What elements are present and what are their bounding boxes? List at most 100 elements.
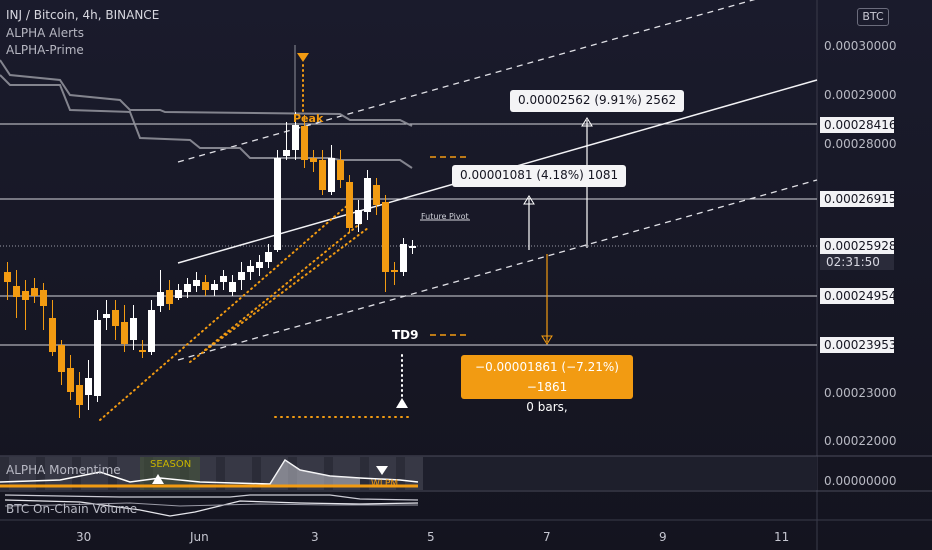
- price-label: 0.00028000: [824, 137, 897, 151]
- price-label: 0.00000000: [824, 474, 897, 488]
- currency-badge[interactable]: BTC: [857, 8, 889, 26]
- momentum-bar: [36, 457, 45, 490]
- momentum-bar: [396, 457, 405, 490]
- momentum-bar: [117, 457, 126, 490]
- momentum-down-marker-icon: [376, 466, 388, 475]
- candlestick-series[interactable]: [4, 112, 416, 418]
- measure-arrow-mid-head: [523, 195, 535, 205]
- price-label: 0.00029000: [824, 88, 897, 102]
- volume-pane-label[interactable]: BTC On-Chain Volume: [6, 502, 138, 516]
- momentum-pane-label[interactable]: ALPHA Momentime: [6, 463, 121, 477]
- volume-line-1: [4, 494, 419, 501]
- candle-body: [22, 291, 29, 300]
- indicator-alpha-prime[interactable]: ALPHA-Prime: [6, 43, 84, 57]
- candle-body: [112, 310, 119, 326]
- momentum-bar: [63, 457, 72, 490]
- onchain-volume-indicator[interactable]: [4, 494, 419, 517]
- momentum-bar: [108, 457, 117, 490]
- trend-dotted-3[interactable]: [204, 221, 363, 351]
- candle-body: [364, 178, 371, 212]
- candle-body: [67, 368, 74, 392]
- momentum-overlay-label: SEASON: [150, 459, 192, 470]
- momentum-bar: [72, 457, 81, 490]
- candle-body: [193, 280, 200, 286]
- candle-body: [238, 272, 245, 280]
- momentum-bar: [27, 457, 36, 490]
- momentum-bar: [216, 457, 225, 490]
- price-label-current[interactable]: 0.00025928: [820, 238, 897, 254]
- momentum-bar: [414, 457, 423, 490]
- momentum-bar: [243, 457, 252, 490]
- price-label-level[interactable]: 0.00028416: [820, 117, 897, 133]
- momentum-bar: [9, 457, 18, 490]
- trend-dotted-1[interactable]: [99, 204, 349, 421]
- momentum-bar: [270, 457, 279, 490]
- candle-body: [148, 310, 155, 352]
- range-tooltip-down[interactable]: −0.00001861 (−7.21%) −1861 0 bars,: [461, 355, 633, 414]
- price-label-level[interactable]: 0.00026915: [820, 191, 897, 207]
- channel-lower-dashed[interactable]: [177, 179, 818, 361]
- time-label: 7: [543, 530, 551, 544]
- bar-countdown: 02:31:50: [820, 254, 894, 270]
- candle-body: [58, 345, 65, 372]
- candle-body: [103, 314, 110, 318]
- time-label: 11: [774, 530, 790, 544]
- candle-body: [328, 158, 335, 192]
- candle-body: [139, 350, 146, 352]
- price-label: 0.00022000: [824, 434, 897, 448]
- price-label: 0.00023000: [824, 386, 897, 400]
- candle-body: [265, 252, 272, 262]
- peak-label: Peak: [293, 112, 324, 125]
- price-label-level[interactable]: 0.00024954: [820, 288, 897, 304]
- candle-body: [166, 290, 173, 304]
- candle-body: [400, 244, 407, 272]
- momentum-bar: [387, 457, 396, 490]
- candle-body: [382, 202, 389, 272]
- candle-body: [121, 322, 128, 344]
- price-label-level[interactable]: 0.00023953: [820, 337, 897, 353]
- volume-line-3: [4, 502, 418, 507]
- momentum-indicator[interactable]: [0, 457, 423, 490]
- momentum-bar: [135, 457, 144, 490]
- momentum-bar: [333, 457, 342, 490]
- momentum-bar: [324, 457, 333, 490]
- momentum-bar: [81, 457, 90, 490]
- cloud-line: [0, 74, 413, 169]
- channel-upper-dashed[interactable]: [177, 0, 760, 163]
- momentum-marker-label: WLPM: [371, 479, 399, 489]
- momentum-bar: [234, 457, 243, 490]
- indicator-alpha-alerts[interactable]: ALPHA Alerts: [6, 26, 84, 40]
- time-label: 3: [311, 530, 319, 544]
- candle-body: [292, 125, 299, 150]
- momentum-bar: [351, 457, 360, 490]
- candle-body: [184, 284, 191, 292]
- candle-body: [319, 160, 326, 190]
- range-tooltip-mid[interactable]: 0.00001081 (4.18%) 1081: [452, 165, 627, 187]
- momentum-bar: [0, 457, 9, 490]
- range-tooltip-top[interactable]: 0.00002562 (9.91%) 2562: [510, 90, 685, 112]
- candle-body: [130, 318, 137, 340]
- measure-arrow-top-head: [581, 117, 593, 127]
- candle-body: [409, 246, 416, 248]
- price-label: 0.00030000: [824, 39, 897, 53]
- symbol-title[interactable]: INJ / Bitcoin, 4h, BINANCE: [6, 8, 160, 22]
- candle-body: [13, 286, 20, 297]
- time-label: 9: [659, 530, 667, 544]
- candle-body: [346, 182, 353, 228]
- candle-body: [283, 150, 290, 156]
- candle-body: [40, 290, 47, 306]
- trend-dotted-2[interactable]: [189, 227, 369, 363]
- candle-body: [211, 284, 218, 290]
- td9-label: TD9: [392, 328, 419, 342]
- candle-body: [157, 292, 164, 306]
- momentum-up-marker-icon: [152, 474, 164, 484]
- candle-body: [220, 276, 227, 282]
- time-label: Jun: [190, 530, 209, 544]
- momentum-bar: [54, 457, 63, 490]
- time-label: 5: [427, 530, 435, 544]
- candle-body: [337, 160, 344, 180]
- time-label: 30: [76, 530, 92, 544]
- momentum-bar: [405, 457, 414, 490]
